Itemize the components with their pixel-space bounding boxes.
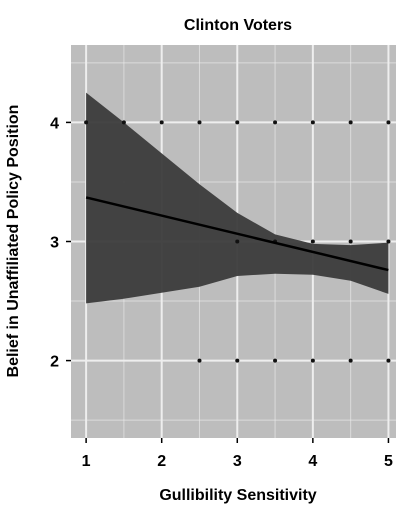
data-point bbox=[386, 120, 391, 125]
data-point bbox=[310, 358, 315, 363]
data-point bbox=[235, 358, 240, 363]
data-point bbox=[197, 120, 202, 125]
data-point bbox=[348, 120, 353, 125]
data-point bbox=[235, 239, 240, 244]
data-point bbox=[273, 120, 278, 125]
data-point bbox=[197, 358, 202, 363]
x-tick-label: 2 bbox=[157, 453, 166, 470]
x-axis: 1 2 3 4 5 bbox=[82, 438, 393, 470]
y-tick-label: 3 bbox=[50, 235, 59, 252]
chart-title: Clinton Voters bbox=[184, 17, 292, 34]
data-point bbox=[121, 120, 126, 125]
data-point bbox=[348, 239, 353, 244]
data-point bbox=[348, 358, 353, 363]
line-layer bbox=[85, 196, 389, 272]
x-tick-label: 4 bbox=[308, 453, 317, 470]
data-point bbox=[310, 120, 315, 125]
x-tick-label: 5 bbox=[384, 453, 393, 470]
y-axis-label: Belief in Unaffiliated Policy Position bbox=[5, 105, 22, 378]
y-tick-label: 2 bbox=[50, 354, 59, 371]
data-point bbox=[386, 239, 391, 244]
x-tick-label: 3 bbox=[233, 453, 242, 470]
data-point bbox=[273, 358, 278, 363]
data-point bbox=[159, 120, 164, 125]
data-point bbox=[235, 120, 240, 125]
data-point bbox=[386, 358, 391, 363]
x-tick-label: 1 bbox=[82, 453, 91, 470]
x-axis-label: Gullibility Sensitivity bbox=[159, 487, 316, 504]
y-axis: 2 3 4 bbox=[50, 115, 71, 371]
data-point bbox=[84, 120, 89, 125]
data-point bbox=[310, 239, 315, 244]
y-tick-label: 4 bbox=[50, 115, 59, 132]
regression-line bbox=[85, 196, 389, 272]
